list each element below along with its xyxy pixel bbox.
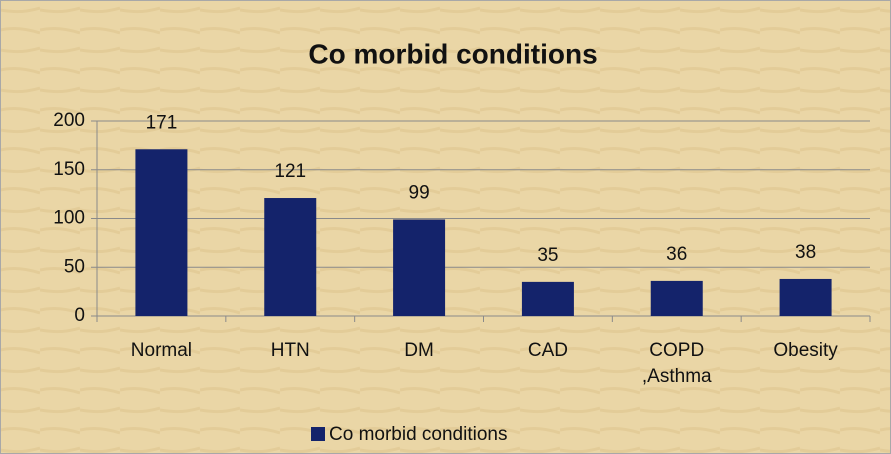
bar	[135, 149, 188, 316]
y-tick-label: 100	[53, 208, 85, 229]
value-label: 171	[146, 112, 178, 133]
x-tick-label: CAD	[528, 340, 568, 361]
bar	[650, 280, 703, 316]
x-tick-label: Obesity	[773, 340, 838, 361]
chart-title: Co morbid conditions	[308, 38, 597, 69]
x-tick-label: COPD ,Asthma	[642, 340, 712, 387]
legend-swatch	[311, 427, 325, 441]
value-label: 35	[537, 245, 558, 266]
value-label: 38	[795, 242, 816, 263]
value-label: 36	[666, 244, 687, 265]
bar	[779, 278, 832, 316]
y-tick-label: 50	[64, 256, 85, 277]
x-tick-label: Normal	[131, 340, 192, 361]
y-tick-label: 200	[53, 110, 85, 131]
y-tick-label: 0	[74, 305, 85, 326]
bar	[393, 219, 446, 316]
x-tick-label: HTN	[271, 340, 310, 361]
y-tick-label: 150	[53, 159, 85, 180]
value-label: 121	[274, 161, 306, 182]
x-tick-label: DM	[404, 340, 434, 361]
bar	[264, 198, 317, 316]
bar	[521, 281, 574, 316]
value-label: 99	[409, 182, 430, 203]
legend-label: Co morbid conditions	[329, 424, 507, 445]
